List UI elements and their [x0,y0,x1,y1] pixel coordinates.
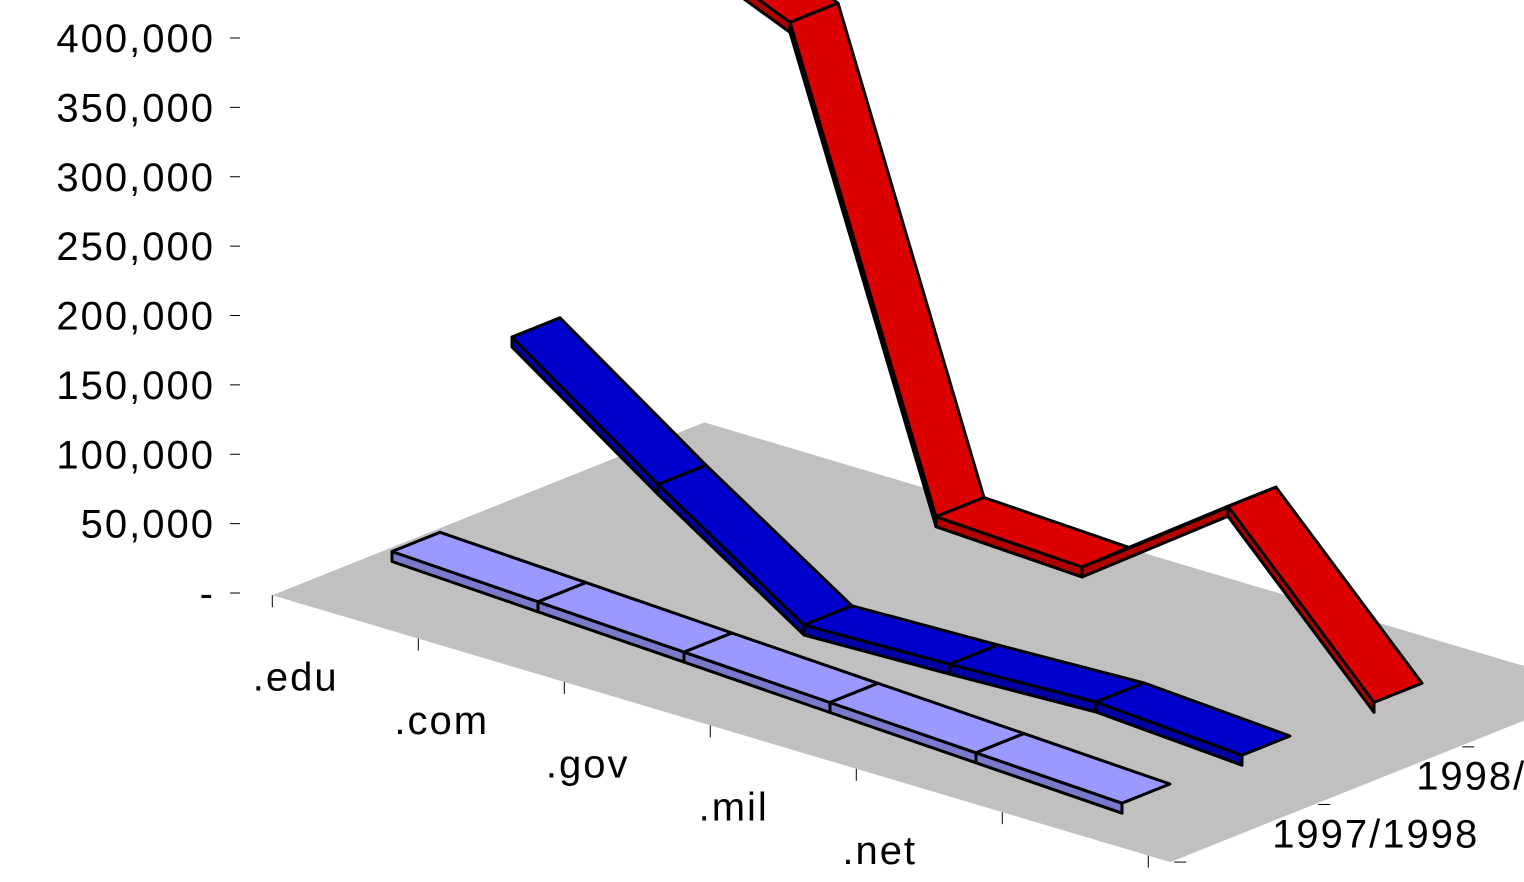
ribbon-segment [510,316,708,486]
ribbon-segment [1094,681,1292,757]
series-label: 1997/1998 [1272,812,1479,856]
x-tick-label: .org [987,873,1064,882]
y-tick-label: 50,000 [81,503,215,547]
ribbon-segment [788,1,986,519]
x-tick-label: .gov [546,742,630,786]
ribbon-segment [974,732,1172,805]
x-tick-label: .net [842,829,917,873]
y-tick-label: 250,000 [56,225,215,269]
series-layer [390,0,1424,815]
y-tick-label: 350,000 [56,86,215,130]
series-ribbon [390,530,1172,815]
x-tick-label: .edu [253,656,339,700]
ribbon-segment [1226,485,1424,704]
series-label: 1998/1999 [1416,755,1524,799]
series-ribbon [742,0,1424,714]
x-tick-label: .com [394,699,489,743]
y-tick-label: 300,000 [56,156,215,200]
x-axis: .edu .com .gov .mil .net .org [253,595,1149,882]
y-tick-label: 100,000 [56,433,215,477]
y-tick-label: 200,000 [56,295,215,339]
y-tick-label: 150,000 [56,364,215,408]
y-tick-label: - [200,572,215,616]
y-tick-label: 400,000 [56,17,215,61]
series-ribbon [510,316,1292,767]
y-axis: - 50,000 100,000 150,000 200,000 250,000 300,0… [56,17,240,616]
x-tick-label: .mil [699,786,769,830]
